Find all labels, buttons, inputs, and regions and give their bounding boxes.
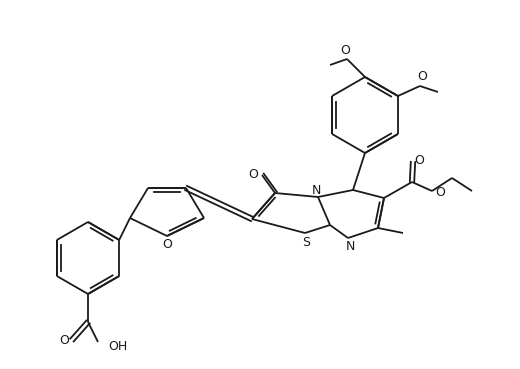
Text: O: O bbox=[59, 335, 69, 348]
Text: O: O bbox=[162, 238, 172, 252]
Text: O: O bbox=[417, 70, 427, 83]
Text: N: N bbox=[345, 241, 355, 254]
Text: S: S bbox=[302, 235, 310, 248]
Text: N: N bbox=[311, 183, 321, 197]
Text: O: O bbox=[435, 186, 445, 199]
Text: OH: OH bbox=[108, 341, 127, 354]
Text: O: O bbox=[340, 45, 350, 58]
Text: O: O bbox=[248, 168, 258, 180]
Text: O: O bbox=[414, 155, 424, 168]
